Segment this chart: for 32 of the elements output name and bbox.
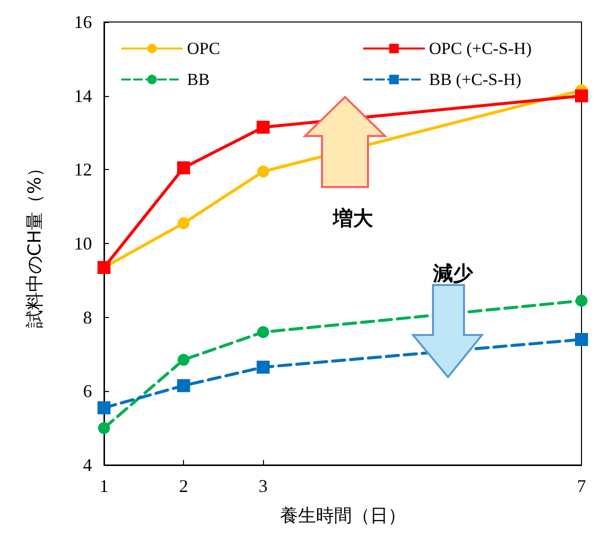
y-tick-label: 4 <box>83 455 92 475</box>
annotation: 増大 <box>332 206 374 230</box>
point <box>256 360 270 374</box>
point <box>178 354 190 366</box>
annotation: 減少 <box>432 261 474 285</box>
legend-label: BB (+C-S-H) <box>429 70 522 89</box>
x-tick-label: 7 <box>577 476 586 496</box>
x-tick-label: 1 <box>100 476 108 496</box>
point <box>178 217 190 230</box>
legend-label: OPC (+C-S-H) <box>429 39 532 58</box>
y-tick-label: 16 <box>74 12 92 32</box>
x-tick-label: 2 <box>179 476 188 496</box>
y-tick-label: 8 <box>83 307 92 328</box>
y-axis-title: 試料中のCH量（%） <box>24 158 46 328</box>
point <box>98 401 110 414</box>
point <box>177 379 190 392</box>
point <box>576 294 588 307</box>
legend-label: BB <box>187 70 210 89</box>
point <box>98 422 110 434</box>
legend-label: OPC <box>187 39 220 58</box>
x-tick-label: 3 <box>258 476 268 496</box>
point <box>257 166 270 178</box>
y-tick-label: 14 <box>74 86 92 106</box>
point <box>257 326 270 338</box>
point <box>575 89 588 102</box>
y-tick-label: 10 <box>74 234 92 254</box>
point <box>575 332 588 346</box>
point <box>177 161 190 174</box>
x-axis-title: 養生時間（日） <box>280 506 406 526</box>
y-tick-label: 6 <box>83 381 92 402</box>
y-tick-label: 12 <box>74 160 92 180</box>
point <box>256 120 270 134</box>
